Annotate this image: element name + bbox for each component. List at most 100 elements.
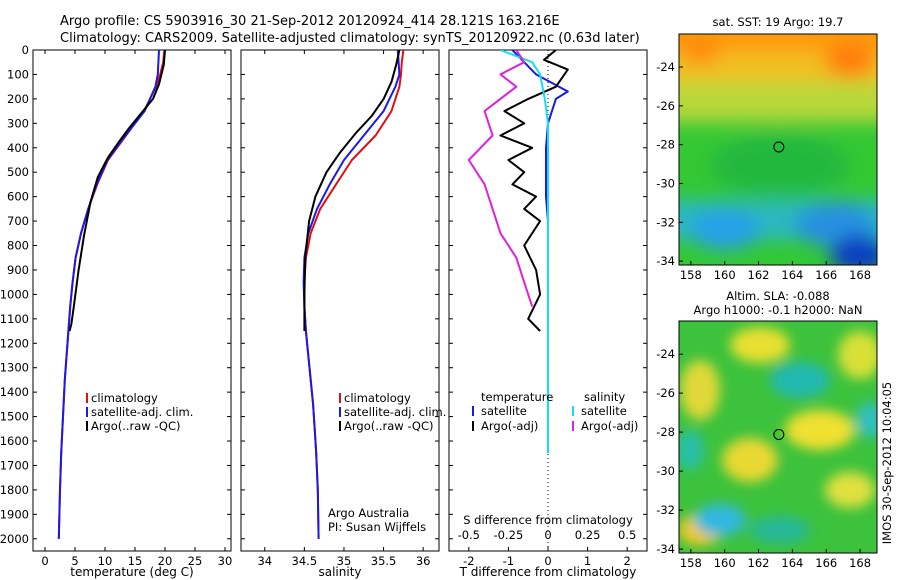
x-tick-label: -2	[463, 554, 474, 568]
depth-tick-label: 1100	[0, 312, 29, 326]
lat-tick-label: -26	[656, 386, 675, 400]
difference-xlabel: T difference from climatology	[459, 565, 637, 579]
series-line-salinity-argo-adj-	[467, 50, 534, 307]
legend-label-climatology: climatology	[344, 391, 411, 405]
sst-field	[679, 34, 877, 265]
salinity-depth-ticks	[241, 49, 439, 540]
sla-low-1	[770, 362, 830, 398]
lon-tick-label: 164	[781, 556, 803, 570]
series-line-argo-raw-qc-	[303, 50, 401, 331]
sla-low-2	[694, 504, 746, 536]
x-tick-label: 35.5	[371, 554, 397, 568]
legend-label-temp-satellite: satellite	[481, 404, 527, 418]
sla-map-axes: 158 160 162 164 166 168 -24 -26 -28 -30 -32 -34	[656, 347, 871, 570]
x-tick-label: 5	[71, 554, 78, 568]
lat-tick-label: -26	[656, 99, 675, 113]
temperature-panel: 0100200300400500600700800900100011001200…	[0, 43, 232, 579]
legend-label-argo: Argo(..raw -QC)	[344, 419, 434, 433]
series-line-temperature-satellite	[511, 50, 569, 441]
sla-high-6	[825, 472, 875, 508]
legend-label-sal-argo: Argo(-adj)	[581, 419, 638, 433]
sst-map-title: sat. SST: 19 Argo: 19.7	[713, 15, 844, 29]
lon-tick-label: 164	[781, 268, 803, 282]
salinity-x-axis: 34 34.5 35 35.5 36	[257, 50, 430, 568]
series-line-climatology	[303, 50, 405, 539]
lon-tick-label: 168	[849, 556, 871, 570]
x-tick-label: 36	[416, 554, 431, 568]
depth-tick-label: 900	[7, 263, 29, 277]
sst-map-axes: 158 160 162 164 166 168 -24 -26 -28 -30 -32 -34	[656, 60, 871, 282]
lon-tick-label: 162	[748, 268, 770, 282]
header-line-2: Climatology: CARS2009. Satellite-adjuste…	[60, 31, 640, 46]
legend-label-argo: Argo(..raw -QC)	[91, 419, 181, 433]
x-tick-label: 35	[337, 554, 352, 568]
depth-tick-label: 300	[7, 116, 29, 130]
sst-orange-patch-1	[825, 42, 875, 78]
lat-tick-label: -30	[656, 176, 675, 190]
sla-low-3	[856, 402, 877, 438]
x-tick-label: 34	[257, 554, 272, 568]
difference-panel: -2 -1 0 1 2 temperature salinity satellite A…	[448, 49, 648, 579]
sst-green-patch	[710, 135, 850, 195]
series-line-satellite-adj-clim-	[302, 50, 401, 539]
lon-tick-label: 158	[680, 556, 702, 570]
x-tick-label: -1	[503, 554, 514, 568]
depth-tick-label: 1300	[0, 361, 29, 375]
sla-map-title-line-1: Altim. SLA: -0.088	[726, 289, 830, 303]
lat-tick-label: -24	[656, 347, 675, 361]
salinity-diff-tick-label: -0.25	[494, 528, 524, 542]
depth-tick-label: 1800	[0, 483, 29, 497]
temperature-legend: climatology satellite-adj. clim. Argo(..…	[86, 391, 193, 433]
x-tick-label: 20	[158, 554, 173, 568]
lat-tick-label: -30	[656, 464, 675, 478]
sla-high-5	[722, 438, 778, 482]
lon-tick-label: 160	[714, 268, 736, 282]
lon-tick-label: 168	[849, 268, 871, 282]
salinity-diff-tick-label: -0.5	[458, 528, 480, 542]
lat-tick-label: -24	[656, 60, 675, 74]
salinity-axes-frame	[240, 49, 440, 552]
pi-annotation-line-1: Argo Australia	[328, 506, 409, 520]
temperature-axes-frame	[32, 49, 232, 552]
sla-low-4	[750, 516, 810, 544]
legend-title-salinity: salinity	[584, 390, 625, 404]
lat-tick-label: -28	[656, 138, 675, 152]
depth-axis: 0 100 200 300 400 500 600 700 800 900 1000 1100 1200…	[0, 43, 231, 546]
depth-tick-label: 400	[7, 141, 29, 155]
lon-tick-label: 166	[815, 268, 837, 282]
sst-band-orange	[679, 34, 877, 52]
lon-tick-label: 158	[680, 268, 702, 282]
temperature-profiles	[57, 50, 166, 539]
series-line-argo-raw-qc-	[68, 50, 166, 332]
legend-label-sal-satellite: satellite	[581, 404, 627, 418]
sst-blue-patch-1	[690, 210, 760, 250]
depth-tick-label: 2000	[0, 532, 29, 546]
lat-tick-label: -28	[656, 425, 675, 439]
sst-blue-patch-3	[830, 235, 877, 265]
x-tick-label: 10	[98, 554, 113, 568]
lon-tick-label: 166	[815, 556, 837, 570]
sla-map-title-line-2: Argo h1000: -0.1 h2000: NaN	[694, 303, 863, 317]
sst-band-yellow	[679, 82, 877, 122]
depth-tick-label: 1700	[0, 458, 29, 472]
difference-legend: temperature salinity satellite Argo(-adj…	[472, 390, 638, 433]
lat-tick-label: -34	[656, 254, 675, 268]
x-tick-label: 2	[624, 554, 631, 568]
legend-label-temp-argo: Argo(-adj)	[481, 419, 538, 433]
sla-map-frame	[678, 320, 878, 554]
x-tick-label: 34.5	[292, 554, 318, 568]
depth-tick-label: 100	[7, 67, 29, 81]
temperature-x-axis: 0 5 10 15 20 25 30	[41, 50, 232, 568]
depth-tick-label: 500	[7, 165, 29, 179]
depth-tick-label: 1400	[0, 385, 29, 399]
depth-tick-label: 1600	[0, 434, 29, 448]
difference-profiles	[467, 50, 569, 454]
salinity-diff-tick-label: 0.25	[575, 528, 601, 542]
lat-tick-label: -34	[656, 542, 675, 556]
x-tick-label: 1	[584, 554, 591, 568]
argo-position-marker	[773, 428, 785, 440]
sst-map-frame	[678, 33, 878, 266]
pi-annotation-line-2: PI: Susan Wijffels	[328, 520, 426, 534]
lon-tick-label: 160	[714, 556, 736, 570]
